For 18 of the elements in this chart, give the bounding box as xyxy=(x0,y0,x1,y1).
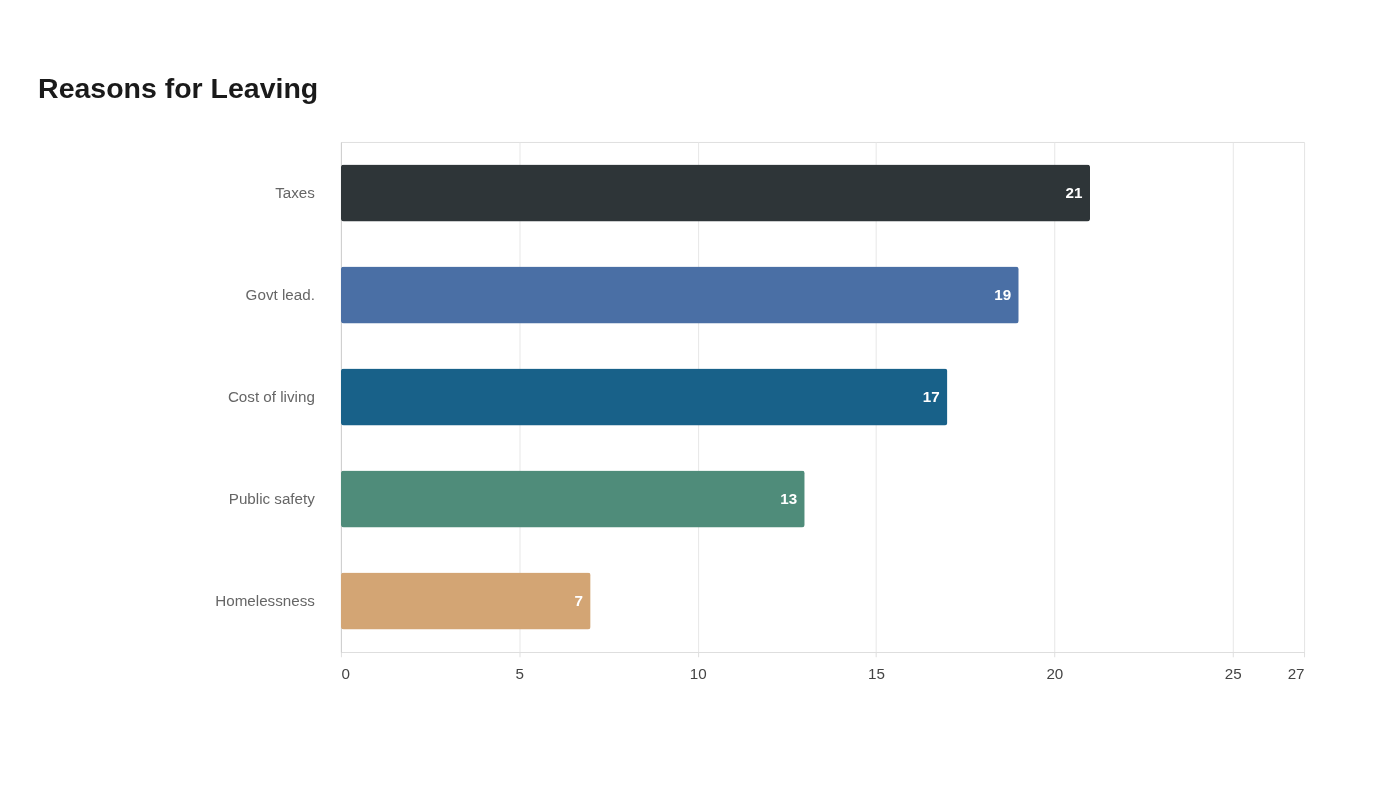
x-tick-label: 5 xyxy=(515,665,525,683)
x-tick-label: 10 xyxy=(689,665,707,683)
x-tick-label: 20 xyxy=(1046,665,1064,683)
x-tick-label: 25 xyxy=(1224,665,1242,683)
data-label: 13 xyxy=(780,489,798,507)
y-tick-label: Public safety xyxy=(228,489,316,507)
x-tick-label: 27 xyxy=(1287,665,1305,683)
data-label: 17 xyxy=(922,387,940,405)
data-label: 7 xyxy=(574,591,584,609)
x-tick-label: 0 xyxy=(341,665,350,683)
y-tick-label: Taxes xyxy=(275,183,316,201)
y-tick-label: Homelessness xyxy=(215,591,316,609)
data-label: 19 xyxy=(994,285,1012,303)
chart-title: Reasons for Leaving xyxy=(38,72,319,105)
y-tick-label: Govt lead. xyxy=(245,285,315,303)
data-label: 21 xyxy=(1065,183,1083,201)
y-tick-label: Cost of living xyxy=(227,387,315,405)
x-tick-label: 15 xyxy=(868,665,885,683)
